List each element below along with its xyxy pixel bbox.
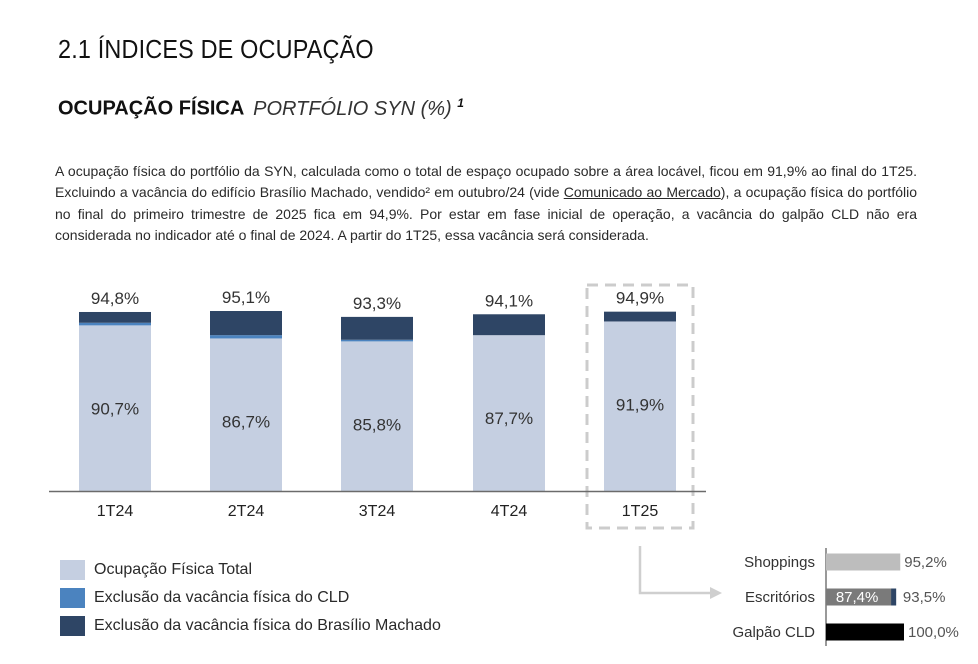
data-label-4t24: 87,7% bbox=[485, 409, 533, 428]
bar-cld-3t24 bbox=[341, 339, 413, 342]
data-label-1t25: 91,9% bbox=[616, 395, 664, 414]
chart-legend: Ocupação Física Total Exclusão da vacânc… bbox=[60, 556, 441, 640]
bar-cld-2t24 bbox=[210, 335, 282, 339]
section-title: 2.1 ÍNDICES DE OCUPAÇÃO bbox=[58, 34, 374, 64]
inset-bar-shoppings bbox=[826, 553, 901, 571]
bar-cld-1t24 bbox=[79, 322, 151, 326]
data-label-1t24: 90,7% bbox=[91, 399, 139, 418]
paragraph-part-1: A ocupação física do portfólio da SYN, c… bbox=[55, 163, 917, 201]
subtitle-strong: OCUPAÇÃO FÍSICA bbox=[58, 97, 244, 120]
bar-brasilio-1t24 bbox=[79, 311, 151, 323]
legend-swatch-brasilio bbox=[60, 616, 85, 636]
total-label-4t24: 94,1% bbox=[485, 291, 533, 310]
bar-brasilio-1t25 bbox=[604, 311, 676, 322]
total-label-2t24: 95,1% bbox=[222, 288, 270, 307]
legend-item-total: Ocupação Física Total bbox=[60, 556, 441, 584]
total-label-1t24: 94,8% bbox=[91, 289, 139, 308]
legend-item-brasilio: Exclusão da vacância física do Brasílio … bbox=[60, 612, 441, 640]
inset-bar-extra-escritorios bbox=[891, 588, 897, 606]
data-label-3t24: 85,8% bbox=[353, 415, 401, 434]
intro-paragraph: A ocupação física do portfólio da SYN, c… bbox=[55, 161, 917, 247]
inset-bar-galpao-cld bbox=[826, 623, 904, 641]
inset-category-galpao-cld: Galpão CLD bbox=[732, 624, 815, 641]
subtitle-light: PORTFÓLIO SYN (%) bbox=[253, 97, 452, 120]
legend-label-total: Ocupação Física Total bbox=[94, 561, 253, 578]
total-label-3t24: 93,3% bbox=[353, 294, 401, 313]
bar-total-4t24 bbox=[473, 335, 545, 491]
legend-swatch-total bbox=[60, 560, 85, 580]
x-tick-label-4t24: 4T24 bbox=[491, 503, 528, 520]
chart-subtitle: OCUPAÇÃO FÍSICA PORTFÓLIO SYN (%) 1 bbox=[58, 96, 464, 121]
legend-item-cld: Exclusão da vacância física do CLD bbox=[60, 584, 441, 612]
legend-swatch-cld bbox=[60, 588, 85, 608]
x-tick-label-1t24: 1T24 bbox=[97, 503, 134, 520]
paragraph-part-2: ), a ocupação física do portfólio no fin… bbox=[55, 184, 918, 244]
total-label-1t25: 94,9% bbox=[616, 289, 664, 308]
bar-brasilio-2t24 bbox=[210, 311, 282, 336]
x-tick-label-2t24: 2T24 bbox=[228, 503, 265, 520]
inset-value-label-galpao-cld: 100,0% bbox=[908, 624, 959, 641]
connector-arrow-line bbox=[638, 546, 712, 595]
bar-brasilio-3t24 bbox=[341, 316, 413, 340]
connector-arrow-head bbox=[710, 587, 722, 599]
bar-total-2t24 bbox=[210, 338, 282, 491]
inset-value-label-escritorios: 93,5% bbox=[903, 589, 946, 606]
bar-brasilio-4t24 bbox=[473, 314, 545, 336]
highlight-box-1t25 bbox=[585, 283, 695, 530]
bar-total-1t24 bbox=[79, 325, 151, 491]
bar-total-1t25 bbox=[604, 321, 676, 491]
x-tick-label-3t24: 3T24 bbox=[359, 503, 396, 520]
inset-category-escritorios: Escritórios bbox=[745, 589, 815, 606]
legend-label-cld: Exclusão da vacância física do CLD bbox=[94, 589, 350, 606]
inset-inner-label-escritorios: 87,4% bbox=[836, 589, 879, 606]
legend-label-brasilio: Exclusão da vacância física do Brasílio … bbox=[94, 617, 441, 634]
comunicado-link[interactable]: Comunicado ao Mercado bbox=[563, 184, 721, 201]
inset-value-label-shoppings: 95,2% bbox=[904, 554, 947, 571]
bar-total-3t24 bbox=[341, 341, 413, 491]
x-tick-label-1t25: 1T25 bbox=[622, 503, 659, 520]
footnote-marker: 1 bbox=[457, 96, 464, 110]
data-label-2t24: 86,7% bbox=[222, 412, 270, 431]
inset-bar-escritorios bbox=[826, 588, 895, 606]
inset-category-shoppings: Shoppings bbox=[744, 554, 815, 571]
